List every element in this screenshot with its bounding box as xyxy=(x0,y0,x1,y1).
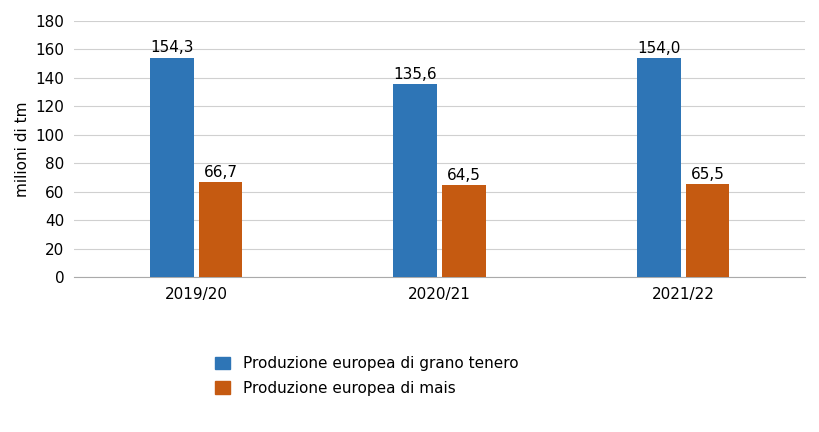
Bar xyxy=(393,84,437,277)
Bar xyxy=(636,58,680,277)
Bar xyxy=(441,185,486,277)
Text: 135,6: 135,6 xyxy=(393,67,437,82)
Text: 66,7: 66,7 xyxy=(203,165,238,180)
Bar xyxy=(198,182,242,277)
Text: 154,0: 154,0 xyxy=(636,41,680,56)
Text: 64,5: 64,5 xyxy=(446,168,481,183)
Y-axis label: milioni di tm: milioni di tm xyxy=(15,101,30,197)
Text: 154,3: 154,3 xyxy=(150,41,193,55)
Bar xyxy=(150,57,193,277)
Legend: Produzione europea di grano tenero, Produzione europea di mais: Produzione europea di grano tenero, Prod… xyxy=(215,356,518,396)
Bar xyxy=(685,184,729,277)
Text: 65,5: 65,5 xyxy=(690,167,724,182)
